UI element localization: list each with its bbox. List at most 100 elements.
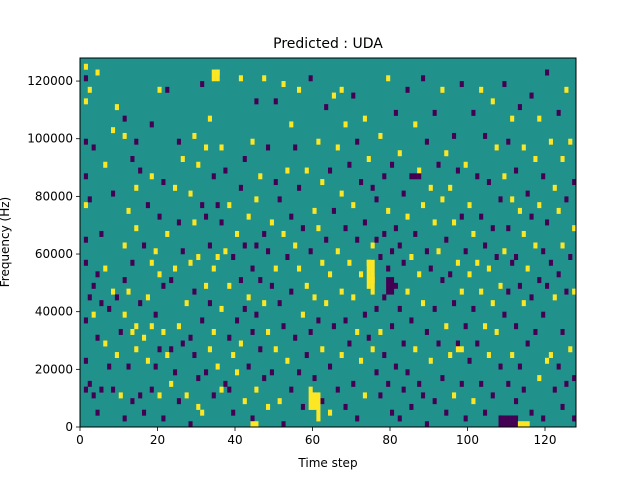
heatmap-cell: [99, 230, 104, 237]
heatmap-cell: [273, 265, 278, 272]
heatmap-cell: [83, 138, 88, 145]
heatmap-cell: [285, 357, 290, 364]
heatmap-cell: [568, 138, 573, 145]
heatmap-cell: [397, 415, 402, 422]
heatmap-cell: [138, 392, 143, 399]
heatmap-cell: [293, 144, 298, 151]
heatmap-cell: [289, 386, 294, 393]
heatmap-cell: [556, 363, 561, 370]
heatmap-cell: [490, 392, 495, 399]
heatmap-cell: [494, 328, 499, 335]
heatmap-cell: [262, 300, 267, 307]
heatmap-cell: [180, 340, 185, 347]
heatmap-cell: [188, 259, 193, 266]
heatmap-cell: [378, 328, 383, 335]
heatmap-cell: [424, 421, 429, 428]
heatmap-cell: [506, 138, 511, 145]
heatmap-cell: [452, 132, 457, 139]
heatmap-cell: [281, 230, 286, 237]
heatmap-cell: [552, 184, 557, 191]
heatmap-cell: [277, 398, 282, 405]
heatmap-cell: [463, 248, 468, 255]
heatmap-cell: [525, 190, 530, 197]
heatmap-cell: [421, 392, 426, 399]
heatmap-cell: [246, 363, 251, 370]
heatmap-cell: [192, 132, 197, 139]
heatmap-cell: [157, 213, 162, 220]
heatmap-cell: [173, 184, 178, 191]
heatmap-cell: [564, 288, 569, 295]
y-tick-label: 120000: [27, 74, 73, 88]
heatmap-cell: [91, 282, 96, 289]
heatmap-cell-run: [459, 346, 464, 353]
heatmap-cell: [448, 184, 453, 191]
heatmap-cell: [285, 167, 290, 174]
heatmap-cell: [467, 202, 472, 209]
heatmap-cell: [428, 184, 433, 191]
heatmap-cell: [564, 380, 569, 387]
heatmap-cell: [424, 138, 429, 145]
heatmap-cell-run: [510, 415, 515, 428]
y-tick-label: 60000: [35, 247, 73, 261]
heatmap-cell: [556, 207, 561, 214]
heatmap-cell: [293, 242, 298, 249]
heatmap-cell: [359, 179, 364, 186]
heatmap-cell: [293, 334, 298, 341]
heatmap-cell: [242, 305, 247, 312]
heatmap-cell: [409, 317, 414, 324]
heatmap-cell: [521, 144, 526, 151]
heatmap-cell: [91, 144, 96, 151]
heatmap-cell: [262, 230, 267, 237]
heatmap-cell: [339, 352, 344, 359]
heatmap-cell: [572, 415, 577, 422]
heatmap-cell: [262, 75, 267, 82]
heatmap-cell: [231, 254, 236, 260]
heatmap-cell: [483, 132, 488, 139]
heatmap-cell: [459, 213, 464, 220]
heatmap-cell: [378, 132, 383, 139]
heatmap-cell: [517, 207, 522, 214]
heatmap-cell: [359, 271, 364, 278]
heatmap-cell: [107, 305, 112, 312]
heatmap-cell: [455, 340, 460, 347]
heatmap-cell: [486, 352, 491, 359]
heatmap-cell: [355, 415, 360, 422]
heatmap-cell: [176, 398, 181, 405]
heatmap-cell: [235, 369, 240, 376]
heatmap-cell: [506, 288, 511, 295]
heatmap-cell: [145, 294, 150, 301]
heatmap-cell: [529, 213, 534, 220]
heatmap-cell: [281, 421, 286, 428]
heatmap-cell: [328, 271, 333, 278]
heatmap-cell: [401, 386, 406, 393]
heatmap-cell: [281, 323, 286, 330]
heatmap-cell: [312, 375, 317, 382]
heatmap-cell-run: [215, 69, 220, 82]
heatmap-cell: [393, 282, 398, 289]
heatmap-cell: [207, 346, 212, 353]
heatmap-cell: [331, 92, 336, 99]
y-tick-label: 100000: [27, 132, 73, 146]
heatmap-cell: [467, 357, 472, 364]
heatmap-cell: [514, 323, 519, 330]
heatmap-cell: [393, 225, 398, 232]
heatmap-cell: [517, 282, 522, 289]
heatmap-cell: [548, 259, 553, 266]
heatmap-cell: [196, 403, 201, 410]
heatmap-cell: [176, 138, 181, 145]
heatmap-cell: [196, 375, 201, 382]
heatmap-cell: [324, 300, 329, 307]
heatmap-cell: [118, 392, 123, 399]
heatmap-cell: [417, 380, 422, 387]
heatmap-cell: [165, 86, 170, 93]
heatmap-cell: [545, 282, 550, 289]
heatmap-cell: [95, 334, 100, 341]
heatmap-cell: [200, 81, 205, 88]
heatmap-cell: [572, 179, 577, 186]
heatmap-cell: [370, 242, 375, 249]
heatmap-cell: [459, 81, 464, 88]
heatmap-cell: [339, 288, 344, 295]
heatmap-cell: [359, 357, 364, 364]
heatmap-cell: [556, 271, 561, 278]
heatmap-cell: [506, 380, 511, 387]
